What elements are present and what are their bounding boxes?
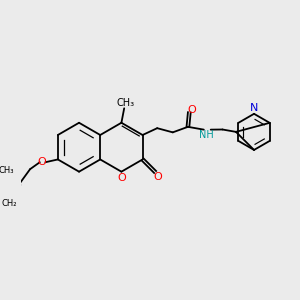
Text: N: N: [250, 103, 258, 113]
Text: O: O: [117, 173, 126, 183]
Text: CH₃: CH₃: [116, 98, 135, 108]
Text: NH: NH: [199, 130, 213, 140]
Text: O: O: [153, 172, 162, 182]
Text: CH₂: CH₂: [2, 200, 17, 208]
Text: CH₃: CH₃: [0, 166, 14, 175]
Text: O: O: [187, 105, 196, 115]
Text: O: O: [37, 157, 46, 167]
